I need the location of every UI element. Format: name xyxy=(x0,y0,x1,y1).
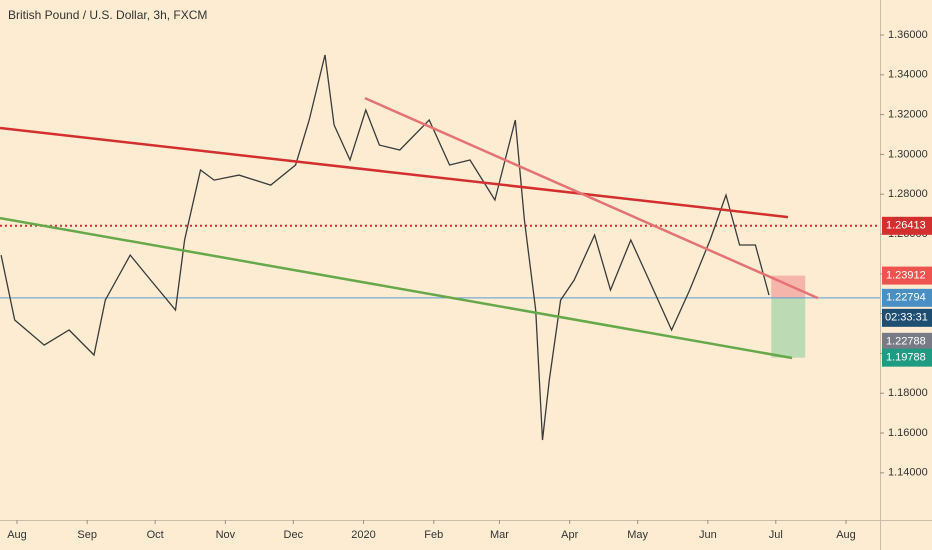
x-tick-label: Apr xyxy=(561,529,578,541)
x-tick-label: Feb xyxy=(424,529,443,541)
level-badge-bg xyxy=(882,216,932,235)
x-tick-label: Aug xyxy=(836,529,856,541)
price-path xyxy=(0,54,770,441)
trend-line xyxy=(0,126,789,219)
level-badge: 1.26413 xyxy=(886,220,926,232)
y-tick-label: 1.32000 xyxy=(888,109,928,121)
price-badge-bg xyxy=(882,288,932,307)
y-tick-label: 1.30000 xyxy=(888,148,928,160)
y-tick-label: 1.18000 xyxy=(888,387,928,399)
countdown: 02:33:31 xyxy=(885,312,928,324)
chart-title: British Pound / U.S. Dollar, 3h, FXCM xyxy=(8,8,207,22)
x-tick-label: 2020 xyxy=(351,529,375,541)
x-tick-label: Aug xyxy=(7,529,27,541)
stop-badge: 1.23912 xyxy=(886,269,926,281)
entry-badge: 1.22788 xyxy=(886,336,926,348)
countdown-bg xyxy=(882,308,932,327)
trend-line xyxy=(0,216,793,360)
x-tick-label: Mar xyxy=(490,529,509,541)
y-tick-label: 1.36000 xyxy=(888,29,928,41)
target-zone xyxy=(771,297,806,358)
x-tick-label: Dec xyxy=(284,529,304,541)
x-tick-label: Sep xyxy=(77,529,97,541)
x-tick-label: May xyxy=(627,529,648,541)
entry-badge-bg xyxy=(882,332,932,351)
target-badge-bg xyxy=(882,348,932,367)
x-tick-label: Jun xyxy=(699,529,717,541)
trend-line xyxy=(364,96,819,300)
x-tick-label: Nov xyxy=(216,529,236,541)
target-badge: 1.19788 xyxy=(886,352,926,364)
stop-badge-bg xyxy=(882,266,932,285)
y-tick-label: 1.28000 xyxy=(888,188,928,200)
x-tick-label: Jul xyxy=(769,529,783,541)
y-tick-label: 1.34000 xyxy=(888,69,928,81)
x-tick-label: Oct xyxy=(147,529,164,541)
y-tick-label: 1.16000 xyxy=(888,427,928,439)
price-badge: 1.22794 xyxy=(886,292,926,304)
y-tick-label: 1.14000 xyxy=(888,467,928,479)
